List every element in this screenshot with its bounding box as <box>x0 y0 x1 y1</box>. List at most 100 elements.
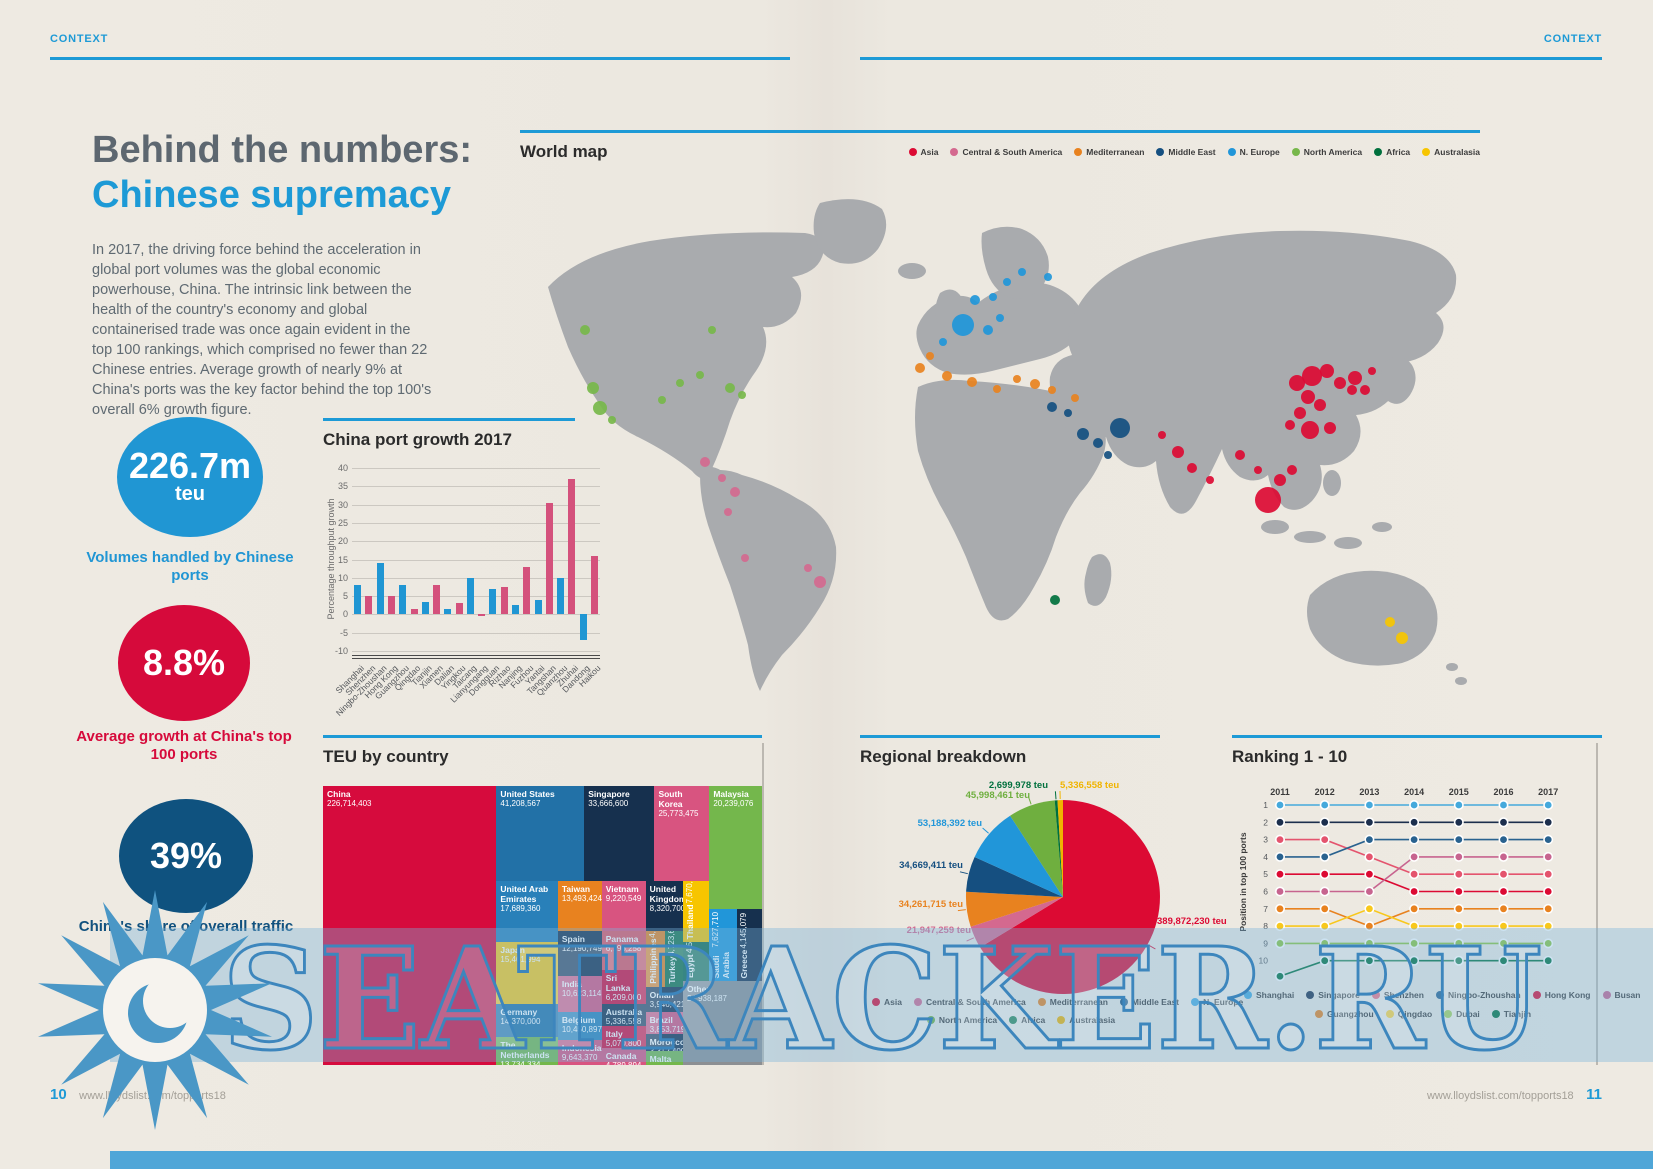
treemap-value: 10,450,897 <box>561 1024 602 1034</box>
legend-label: Shanghai <box>1256 990 1295 1000</box>
treemap-value: 25,773,475 <box>658 809 699 818</box>
ranking-dot <box>1364 851 1375 862</box>
y-tick-label: 5 <box>342 591 348 602</box>
ranking-dot <box>1453 903 1464 914</box>
treemap-value: 4,723,621 <box>666 931 676 956</box>
ranking-year-label: 2016 <box>1493 787 1513 797</box>
treemap-country: Taiwan <box>561 883 591 894</box>
legend-label: Central & South America <box>925 997 1026 1007</box>
port-dot-asia <box>1255 487 1281 513</box>
map-legend-item: N. Europe <box>1227 147 1280 157</box>
gridline <box>352 651 600 652</box>
growth-bar-yantai <box>534 599 542 615</box>
stat-value: 39% <box>149 835 223 876</box>
legend-label: Ningbo-Zhoushan <box>1447 990 1521 1000</box>
port-dot-middle-east <box>1077 428 1089 440</box>
footer-url-left: www.lloydslist.com/topports18 <box>79 1090 226 1102</box>
treemap-label-wrap: Thailand 7,670,000 <box>685 881 695 939</box>
header-context-right: CONTEXT <box>1543 33 1602 45</box>
treemap-block-canada: Canada4,789,894 <box>601 1048 646 1065</box>
port-dot-central-south-america <box>741 554 749 562</box>
world-map-legend: Asia Central & South America Mediterranean… <box>897 143 1480 161</box>
treemap-panel: TEU by country China 226,714,403 United St… <box>323 735 762 1065</box>
ranking-year-label: 2015 <box>1449 787 1469 797</box>
legend-label: North America <box>1303 147 1363 157</box>
ranking-dot <box>1274 851 1285 862</box>
legend-label: N. Europe <box>1239 147 1280 157</box>
treemap-country: Malaysia <box>713 789 749 799</box>
legend-label: Middle East <box>1131 997 1180 1007</box>
treemap-country: Belgium <box>561 1014 596 1025</box>
treemap-label-wrap: Greece 4,145,079 <box>739 912 749 978</box>
treemap-value: 3,312,409 <box>650 1047 683 1051</box>
legend-color-dot <box>1444 1010 1453 1018</box>
port-dot-asia <box>1235 450 1245 460</box>
ranking-legend-row1: Shanghai Singapore Shenzhen Ningbo-Zhoushan… <box>1232 986 1640 1004</box>
treemap-value: 4,789,894 <box>606 1061 642 1065</box>
ranking-legend-item: Hong Kong <box>1532 990 1591 1000</box>
treemap-block-morocco: Morocco3,312,409 <box>645 1034 683 1052</box>
legend-color-dot <box>1227 148 1236 156</box>
stat-label-volumes: Volumes handled by Chinese ports <box>86 549 294 584</box>
treemap-value: 13,493,424 <box>561 893 602 903</box>
ranking-dot <box>1453 938 1464 949</box>
ranking-legend-item: Singapore <box>1306 990 1360 1000</box>
regional-legend-row2: North America Africa Australasia <box>860 1011 1170 1029</box>
y-tick-label: 30 <box>337 499 348 510</box>
ranking-dot <box>1274 971 1285 982</box>
treemap-country: Germany <box>500 1006 538 1017</box>
treemap-block-the-netherlands: The Netherlands 13,734,334 <box>496 1037 558 1065</box>
legend-label: Middle East <box>1168 147 1216 157</box>
ranking-title: Ranking 1 - 10 <box>1232 747 1348 766</box>
legend-label: Asia <box>920 147 939 157</box>
header-context-left: CONTEXT <box>50 33 109 45</box>
port-dot-asia <box>1289 375 1305 391</box>
treemap-country: Japan <box>500 945 525 956</box>
ranking-rank-label: 4 <box>1263 852 1268 862</box>
gridline <box>352 614 600 616</box>
legend-color-dot <box>1371 991 1380 999</box>
port-dot-north-america <box>580 325 590 335</box>
treemap-country: Sri Lanka <box>605 973 631 994</box>
pie-slice-north-america <box>1010 800 1063 897</box>
treemap-block-singapore: Singapore 33,666,600 <box>584 786 655 881</box>
treemap-country: Malta <box>649 1054 672 1065</box>
ranking-legend-item: Shenzhen <box>1371 990 1424 1000</box>
legend-label: Qingdao <box>1397 1009 1433 1019</box>
growth-bar-zhuhai <box>568 478 576 615</box>
treemap-label-wrap: Egypt4,581,368 <box>685 942 695 978</box>
y-tick-label: 25 <box>337 517 348 528</box>
ranking-dot <box>1364 799 1375 810</box>
map-legend-item: Middle East <box>1156 147 1216 157</box>
legend-label: Mediterranean <box>1049 997 1108 1007</box>
legend-color-dot <box>1119 998 1128 1006</box>
treemap-block-malta: Malta3,150,000 <box>645 1051 683 1065</box>
ranking-legend-item: Dubai <box>1444 1009 1480 1019</box>
legend-label: Central & South America <box>962 147 1063 157</box>
port-dot-mediterranean <box>1013 375 1021 383</box>
treemap-value: 9,220,549 <box>605 893 642 903</box>
treemap-label-wrap: Philippines4,782,240 <box>648 931 658 984</box>
y-tick-label: 15 <box>337 554 348 565</box>
ranking-dot <box>1409 851 1420 862</box>
legend-color-dot <box>1037 998 1046 1006</box>
ranking-dot <box>1543 799 1554 810</box>
legend-color-dot <box>1291 148 1300 156</box>
treemap-value: 15,461,994 <box>500 955 541 965</box>
pie-value-label-mediterranean: 34,261,715 teu <box>898 899 963 910</box>
y-tick-label: 35 <box>337 481 348 492</box>
growth-bar-xiamen <box>433 585 441 615</box>
stat-value: 8.8% <box>142 642 226 683</box>
legend-label: Tianjin <box>1503 1009 1532 1019</box>
ranking-dot <box>1319 921 1330 932</box>
treemap-value: 3,150,000 <box>650 1064 683 1065</box>
regional-rule <box>860 735 1160 738</box>
growth-bar-dandong <box>579 614 587 640</box>
ranking-dot <box>1498 886 1509 897</box>
port-dot-asia <box>1320 364 1334 378</box>
growth-bar-tianjin <box>421 601 429 615</box>
regional-title: Regional breakdown <box>860 747 1027 766</box>
ranking-dot <box>1364 903 1375 914</box>
china-growth-rule <box>323 418 575 421</box>
treemap-block-philippines: Philippines4,782,240 <box>645 931 665 987</box>
